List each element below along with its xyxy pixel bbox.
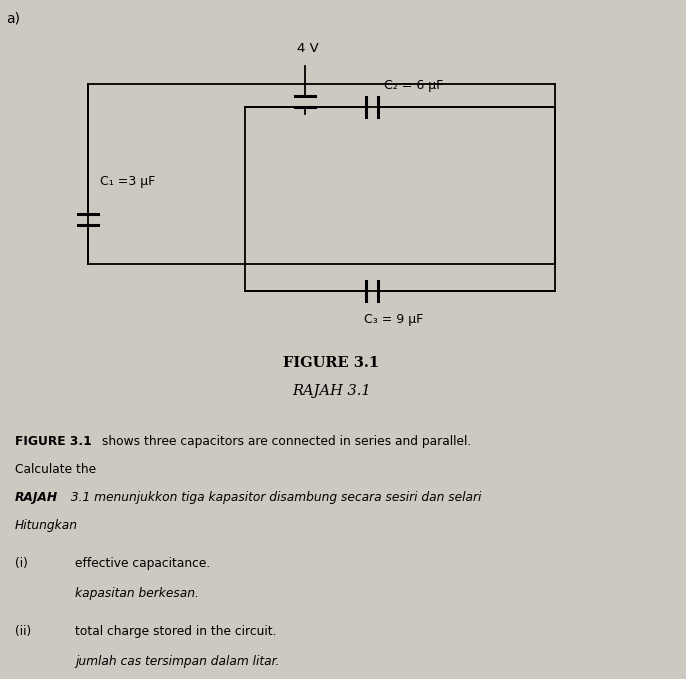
Text: 4 V: 4 V <box>297 43 319 56</box>
Text: FIGURE 3.1: FIGURE 3.1 <box>283 356 379 370</box>
Text: RAJAH 3.1: RAJAH 3.1 <box>292 384 371 398</box>
Text: kapasitan berkesan.: kapasitan berkesan. <box>75 587 199 600</box>
Text: RAJAH: RAJAH <box>15 491 58 504</box>
Text: C₁ =3 μF: C₁ =3 μF <box>100 175 155 187</box>
Text: C₃ = 9 μF: C₃ = 9 μF <box>364 312 423 325</box>
Text: Calculate the: Calculate the <box>15 463 96 476</box>
Text: shows three capacitors are connected in series and parallel.: shows three capacitors are connected in … <box>98 435 471 448</box>
Text: (ii): (ii) <box>15 625 32 638</box>
Text: Hitungkan: Hitungkan <box>15 519 78 532</box>
Text: 3.1 menunjukkon tiga kapasitor disambung secara sesiri dan selari: 3.1 menunjukkon tiga kapasitor disambung… <box>67 491 482 504</box>
Text: (i): (i) <box>15 557 28 570</box>
Text: jumlah cas tersimpan dalam litar.: jumlah cas tersimpan dalam litar. <box>75 655 279 668</box>
Text: total charge stored in the circuit.: total charge stored in the circuit. <box>75 625 276 638</box>
Text: C₂ = 6 μF: C₂ = 6 μF <box>384 79 443 92</box>
Text: effective capacitance.: effective capacitance. <box>75 557 210 570</box>
Text: FIGURE 3.1: FIGURE 3.1 <box>15 435 92 448</box>
Text: a): a) <box>6 12 20 26</box>
